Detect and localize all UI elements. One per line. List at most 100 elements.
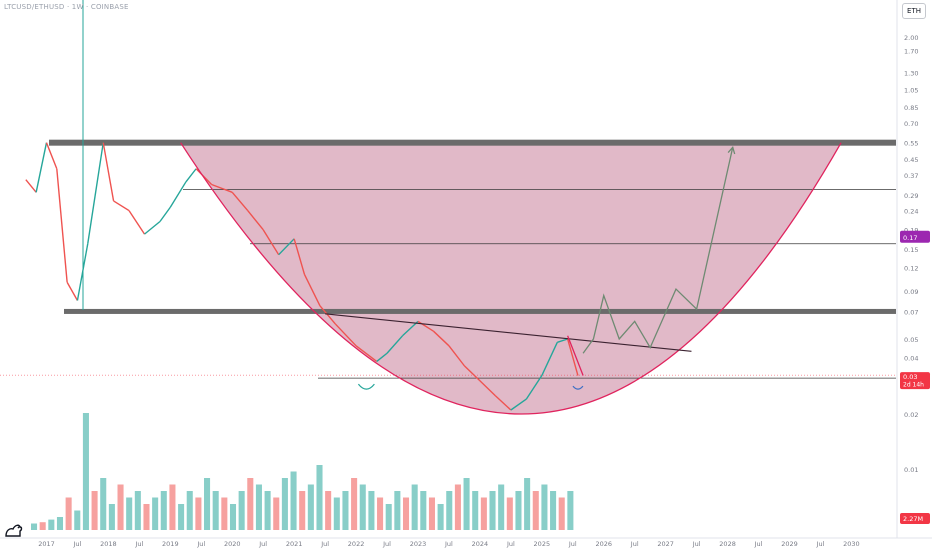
price-tick-label: 0.05: [904, 336, 918, 344]
price-segment: [25, 179, 37, 193]
volume-bar: [195, 497, 202, 530]
price-tick-label: 0.07: [904, 308, 918, 316]
price-segment: [386, 335, 404, 354]
time-axis[interactable]: 2017 Jul 2018 Jul 2019 Jul 2020 Jul 2021 Jul 2022 J…: [38, 540, 859, 548]
currency-button[interactable]: ETH: [902, 3, 926, 19]
volume-bar: [108, 504, 115, 530]
price-tick-label: 0.12: [904, 264, 918, 272]
time-tick-label: Jul: [196, 540, 205, 548]
price-segment: [479, 380, 496, 397]
price-tick-label: 0.55: [904, 140, 918, 148]
volume-bar: [204, 478, 211, 530]
volume-bar: [117, 484, 124, 530]
volume-bar: [212, 491, 219, 530]
volume-bar: [91, 491, 98, 530]
price-segment: [247, 210, 264, 231]
projection-path: [582, 147, 734, 354]
price-tick-label: 0.37: [904, 172, 918, 180]
price-segment: [494, 395, 512, 411]
volume-bar: [143, 504, 150, 530]
price-tick-label: 1.70: [904, 47, 918, 55]
volume-bar: [368, 491, 375, 530]
volume-bar: [126, 497, 133, 530]
time-tick-label: Jul: [134, 540, 143, 548]
volume-bar: [160, 491, 167, 530]
price-tag: [900, 230, 930, 243]
price-segment: [159, 206, 171, 222]
price-axis[interactable]: 2.00 1.70 1.30 1.05 0.85 0.70 0.55 0.45 0.37 0.29…: [904, 34, 918, 474]
time-tick-label: 2018: [100, 540, 117, 548]
price-segment: [303, 274, 321, 307]
time-tick-label: Jul: [444, 540, 453, 548]
price-segment: [87, 142, 104, 244]
price-segment: [448, 345, 465, 367]
price-tick-label: 2.00: [904, 34, 918, 42]
price-segment: [262, 229, 280, 256]
price-segment: [334, 323, 357, 347]
volume-bar: [281, 478, 288, 530]
volume-bar: [498, 484, 505, 530]
cup-fill: [180, 142, 842, 414]
volume-bar: [402, 497, 410, 530]
price-segment: [417, 320, 434, 332]
time-tick-label: Jul: [506, 540, 515, 548]
volume-bar: [437, 504, 444, 530]
volume-bar: [316, 465, 323, 530]
price-segment: [185, 168, 197, 183]
price-segment: [128, 210, 146, 235]
price-segment: [293, 238, 306, 275]
time-tick-label: Jul: [816, 540, 825, 548]
symbol-title[interactable]: LTCUSD/ETHUSD · 1W · COINBASE: [4, 3, 129, 11]
volume-bar: [515, 491, 522, 530]
projection-arrowhead: [727, 145, 736, 155]
volume-bar: [463, 478, 470, 530]
time-tick-label: 2017: [38, 540, 55, 548]
price-segment: [35, 142, 48, 193]
accent-price-label: 0.17: [903, 234, 917, 242]
price-tick-label: 0.24: [904, 208, 918, 216]
time-tick-label: Jul: [754, 540, 763, 548]
volume-bar: [541, 484, 548, 530]
volume-bar: [567, 491, 574, 530]
current-price-label: 0.03: [903, 373, 917, 381]
price-segment: [56, 168, 68, 283]
volume-bar: [506, 497, 513, 530]
bottom-arc-left: [357, 383, 375, 390]
volume-bar: [221, 497, 228, 530]
volume-tag: [900, 513, 930, 524]
volume-bar: [229, 504, 237, 530]
volume-bar: [186, 491, 193, 530]
volume-bar: [394, 491, 401, 530]
countdown-label: 2d 14h: [903, 382, 924, 389]
volume-bar: [82, 413, 89, 530]
price-segment: [231, 191, 249, 212]
tradingview-logo-icon[interactable]: [4, 520, 24, 538]
volume-bar: [152, 497, 159, 530]
price-segment: [432, 330, 450, 347]
volume-bar: [532, 491, 539, 530]
volume-bar: [307, 484, 314, 530]
price-segment: [169, 181, 187, 208]
volume-bar: [454, 484, 461, 530]
volume-bar: [428, 497, 435, 530]
time-tick-label: 2020: [224, 540, 241, 548]
volume-bar: [134, 491, 141, 530]
price-segment: [355, 345, 378, 363]
time-tick-label: 2025: [534, 540, 551, 548]
volume-bar: [65, 497, 72, 530]
cup-curve: [180, 142, 842, 415]
volume-bar: [56, 517, 64, 530]
time-tick-label: 2029: [781, 540, 798, 548]
volume-bar: [48, 519, 55, 530]
volume-bar: [420, 491, 427, 530]
price-segment: [211, 183, 233, 193]
resistance-band-top: [49, 139, 896, 146]
volume-bar: [472, 491, 479, 530]
price-tick-label: 0.09: [904, 288, 918, 296]
volume-bar: [74, 510, 81, 530]
time-tick-label: Jul: [258, 540, 267, 548]
price-tick-label: 0.70: [904, 120, 918, 128]
volume-bar: [39, 522, 46, 530]
